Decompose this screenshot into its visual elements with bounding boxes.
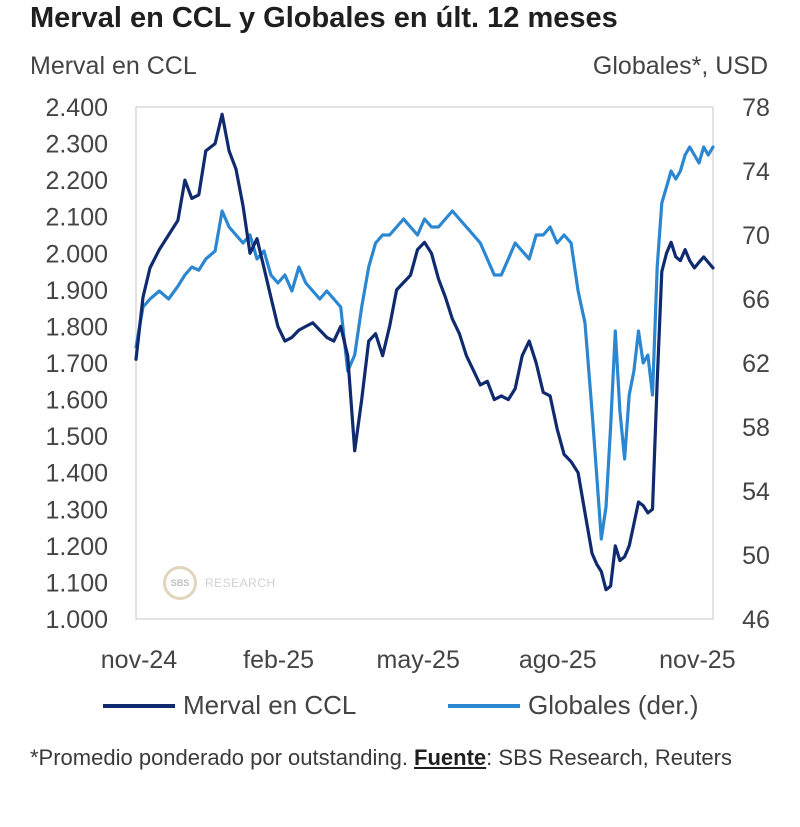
legend-item-globales: Globales (der.) [448, 690, 699, 721]
legend-label-globales: Globales (der.) [528, 690, 699, 720]
left-tick-label: 1.600 [45, 387, 108, 415]
watermark: SBS RESEARCH [163, 566, 276, 600]
legend-swatch-merval [103, 703, 175, 708]
right-tick-label: 78 [742, 94, 770, 122]
left-tick-label: 1.000 [45, 606, 108, 634]
left-tick-label: 1.500 [45, 423, 108, 451]
left-tick-label: 1.400 [45, 460, 108, 488]
left-tick-label: 1.800 [45, 313, 108, 341]
series-layer [134, 112, 715, 592]
legend-swatch-globales [448, 703, 520, 708]
left-tick-label: 2.200 [45, 167, 108, 195]
right-axis-ticks: 46 50 54 58 62 66 70 74 78 [742, 94, 770, 634]
left-tick-label: 2.400 [45, 94, 108, 122]
series-line-merval [134, 112, 715, 592]
plot-frame [135, 106, 714, 620]
watermark-text: RESEARCH [205, 576, 276, 590]
left-tick-label: 1.300 [45, 496, 108, 524]
left-tick-label: 1.900 [45, 277, 108, 305]
right-tick-label: 54 [742, 478, 770, 506]
watermark-logo: SBS [163, 566, 197, 600]
x-tick-label: feb-25 [243, 646, 314, 674]
footnote-source-label: Fuente [414, 745, 487, 770]
x-axis-ticks: nov-24 feb-25 may-25 ago-25 nov-25 [101, 646, 736, 674]
x-tick-label: ago-25 [519, 646, 597, 674]
chart-title: Merval en CCL y Globales en últ. 12 mese… [30, 2, 618, 34]
right-axis-title: Globales*, USD [592, 52, 768, 80]
left-tick-label: 2.000 [45, 240, 108, 268]
right-tick-label: 58 [742, 414, 770, 442]
x-tick-label: nov-25 [659, 646, 735, 674]
right-tick-label: 62 [742, 350, 770, 378]
footnote: *Promedio ponderado por outstanding. Fue… [30, 740, 770, 775]
left-axis-ticks: 1.000 1.100 1.200 1.300 1.400 1.500 1.600 1.700… [45, 94, 108, 634]
left-tick-label: 2.100 [45, 204, 108, 232]
right-tick-label: 66 [742, 286, 770, 314]
right-tick-label: 74 [742, 158, 770, 186]
footnote-source-text: : SBS Research, Reuters [486, 745, 732, 770]
right-tick-label: 46 [742, 606, 770, 634]
footnote-text: *Promedio ponderado por outstanding. [30, 745, 415, 770]
left-tick-label: 1.200 [45, 533, 108, 561]
legend-label-merval: Merval en CCL [183, 690, 357, 720]
right-tick-label: 50 [742, 542, 770, 570]
x-tick-label: nov-24 [101, 646, 178, 674]
left-tick-label: 2.300 [45, 131, 108, 159]
left-tick-label: 1.100 [45, 569, 108, 597]
series-line-globales [134, 145, 715, 541]
right-tick-label: 70 [742, 222, 770, 250]
left-tick-label: 1.700 [45, 350, 108, 378]
line-chart: 1.000 1.100 1.200 1.300 1.400 1.500 1.600 1.700… [45, 94, 770, 674]
x-tick-label: may-25 [377, 646, 460, 674]
left-axis-title: Merval en CCL [30, 52, 197, 80]
legend-item-merval: Merval en CCL [103, 690, 356, 721]
